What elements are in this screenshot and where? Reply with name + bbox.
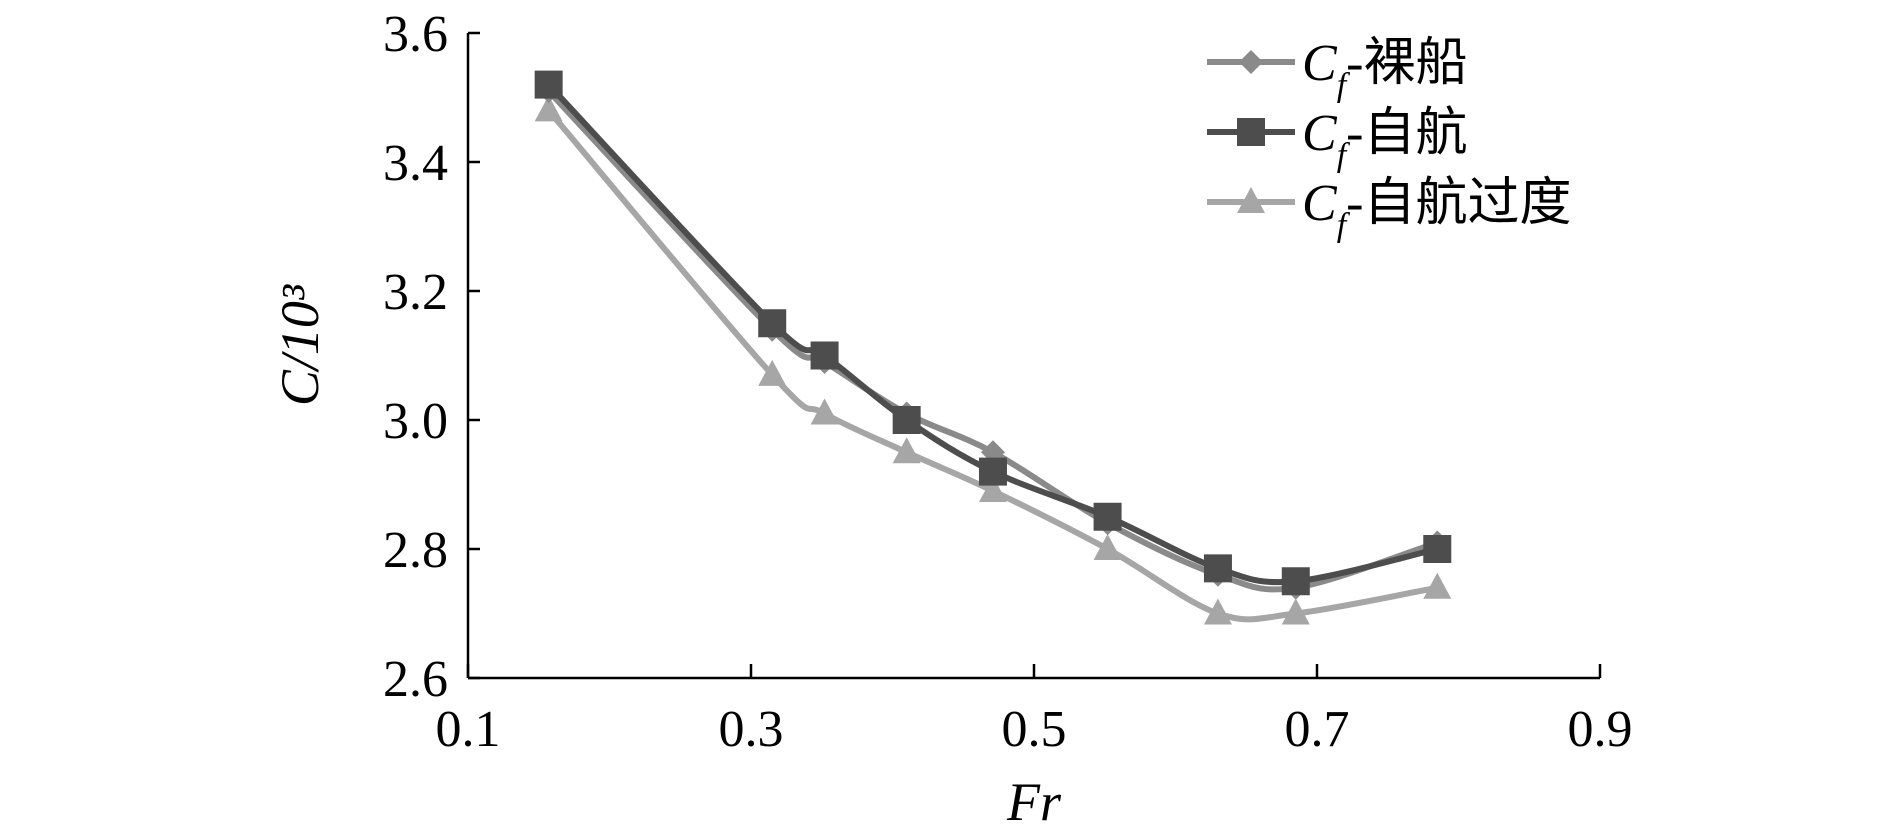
data-point (1281, 598, 1310, 625)
data-point (1423, 535, 1452, 563)
data-point (810, 341, 839, 370)
x-tick-label: 0.1 (436, 701, 501, 758)
y-tick-label: 3.4 (383, 135, 448, 192)
data-point (978, 475, 1007, 502)
data-point (810, 398, 839, 425)
y-tick-label: 3.2 (383, 264, 448, 321)
y-tick-label: 3.6 (383, 6, 448, 63)
data-point (892, 437, 921, 464)
data-point (1093, 534, 1122, 560)
data-point (534, 95, 563, 122)
series-line (546, 88, 1439, 593)
legend-label: Cf-裸船 (1302, 35, 1467, 104)
legend-item: Cf-自航过度 (1207, 175, 1571, 244)
legend-item: Cf-裸船 (1207, 35, 1467, 104)
y-tick-label: 2.8 (383, 522, 448, 579)
x-tick-label: 0.3 (719, 701, 784, 758)
x-tick-label: 0.7 (1285, 701, 1350, 758)
series-triangle (534, 95, 1452, 625)
x-tick-label: 0.9 (1568, 701, 1633, 758)
data-point (1093, 502, 1122, 531)
legend-label: Cf-自航过度 (1302, 175, 1571, 244)
series-line (546, 108, 1438, 623)
legend-marker (1237, 187, 1265, 213)
x-tick-label: 0.5 (1002, 701, 1067, 758)
y-axis-title: C/10³ (270, 284, 330, 406)
data-point (758, 359, 787, 386)
data-point (1203, 554, 1232, 583)
data-point (758, 309, 787, 338)
y-tick-label: 2.6 (383, 651, 448, 708)
data-point (892, 406, 921, 434)
legend-item: Cf-自航 (1207, 105, 1467, 174)
data-point (1281, 567, 1310, 596)
series-square (534, 70, 1452, 596)
data-point (1423, 572, 1452, 599)
data-point (978, 457, 1007, 486)
legend-marker (1237, 118, 1265, 146)
data-point (1203, 598, 1232, 625)
legend-marker (1239, 50, 1263, 74)
data-point (534, 70, 563, 99)
legend-label: Cf-自航 (1302, 105, 1467, 174)
y-tick-label: 3.0 (383, 393, 448, 450)
x-axis-title: Fr (1006, 772, 1062, 829)
